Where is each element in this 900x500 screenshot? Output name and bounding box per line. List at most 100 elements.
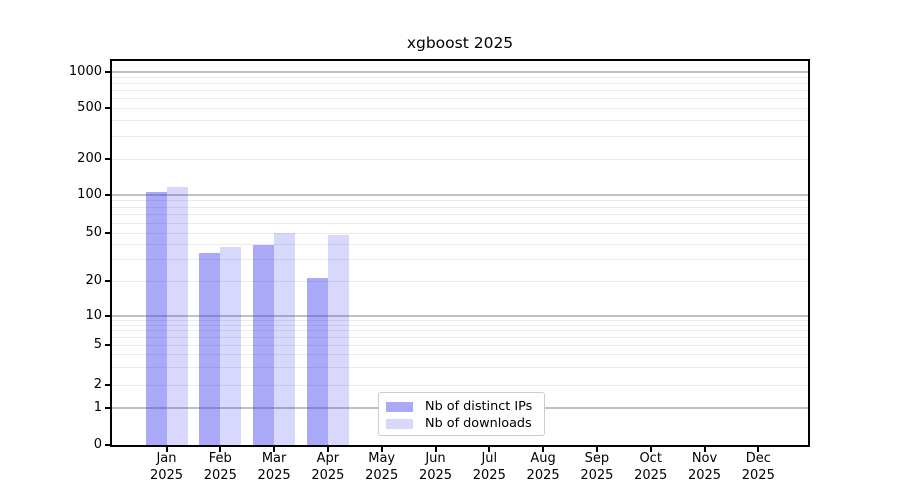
gridline-minor <box>112 206 808 208</box>
x-tick <box>703 447 706 452</box>
y-tick-label: 5 <box>93 337 102 352</box>
gridline-minor <box>112 354 808 356</box>
gridline-minor <box>112 77 808 78</box>
y-tick <box>105 158 110 160</box>
y-tick <box>105 280 110 282</box>
x-tick-label: Oct 2025 <box>619 451 683 484</box>
gridline-minor <box>112 214 808 216</box>
x-tick-label-year: 2025 <box>418 467 453 483</box>
x-tick-label-year: 2025 <box>687 467 722 483</box>
x-tick-label-month: May <box>368 451 396 466</box>
x-tick <box>219 447 222 452</box>
x-tick-label-year: 2025 <box>203 467 237 483</box>
y-tick-label: 2 <box>93 377 102 392</box>
gridline-major <box>112 315 808 317</box>
gridline-minor <box>112 384 808 386</box>
gridline-minor <box>112 330 808 332</box>
legend-item-downloads: Nb of downloads <box>386 416 538 432</box>
x-tick-label: Jan 2025 <box>135 451 199 484</box>
legend-label-downloads: Nb of downloads <box>425 416 532 431</box>
chart-title: xgboost 2025 <box>406 34 514 52</box>
gridline-minor <box>112 98 808 99</box>
x-tick-label: Feb 2025 <box>188 451 252 484</box>
legend-label-distinct-ips: Nb of distinct IPs <box>425 399 533 414</box>
y-tick-label: 500 <box>77 100 102 115</box>
x-tick-label-month: Jul <box>481 451 498 466</box>
gridline-minor <box>112 90 808 91</box>
x-tick-label-month: Apr <box>316 451 340 466</box>
y-tick-label: 20 <box>85 273 102 288</box>
y-tick-label: 50 <box>85 225 102 240</box>
x-tick-label: Apr 2025 <box>296 451 360 484</box>
x-tick-label-year: 2025 <box>741 467 775 483</box>
y-tick <box>105 315 110 317</box>
x-tick-label: Jun 2025 <box>404 451 468 484</box>
x-tick <box>434 447 437 452</box>
gridline-minor <box>112 336 808 338</box>
x-tick-label-month: Nov <box>691 451 718 466</box>
x-tick-label: Aug 2025 <box>511 451 575 484</box>
x-tick-label-month: Oct <box>639 451 662 466</box>
y-tick <box>105 71 110 73</box>
y-tick-label: 0 <box>93 437 102 452</box>
plot-area <box>110 59 810 447</box>
gridline-major <box>112 194 808 196</box>
y-tick <box>105 194 110 196</box>
x-tick <box>595 447 598 452</box>
gridline-minor <box>112 158 808 160</box>
gridline-minor <box>112 232 808 234</box>
x-tick-label-year: 2025 <box>365 467 399 483</box>
gridline-minor <box>112 244 808 246</box>
gridline-minor <box>112 344 808 346</box>
x-tick-label-month: Aug <box>530 451 556 466</box>
y-tick-label: 100 <box>77 187 102 202</box>
gridline-minor <box>112 319 808 321</box>
x-tick <box>326 447 329 452</box>
bar-downloads-apr <box>327 235 349 445</box>
x-tick-label: Sep 2025 <box>565 451 629 484</box>
gridline-minor <box>112 366 808 368</box>
y-tick <box>105 107 110 109</box>
legend-swatch-distinct-ips <box>386 402 413 412</box>
x-tick-label-year: 2025 <box>472 467 506 483</box>
x-tick <box>542 447 545 452</box>
y-tick-label: 10 <box>85 308 102 323</box>
x-tick-label-year: 2025 <box>580 467 614 483</box>
x-tick-label: Nov 2025 <box>673 451 737 484</box>
x-tick-label-year: 2025 <box>526 467 560 483</box>
bar-downloads-mar <box>274 233 296 445</box>
x-tick <box>165 447 168 452</box>
x-tick-label-year: 2025 <box>634 467 668 483</box>
y-tick <box>105 384 110 386</box>
x-tick-label-month: Mar <box>261 451 287 466</box>
x-tick-label-month: Feb <box>208 451 232 466</box>
x-tick-label: May 2025 <box>350 451 414 484</box>
gridline-minor <box>112 135 808 137</box>
legend-swatch-downloads <box>386 419 413 429</box>
x-tick-label-year: 2025 <box>311 467 345 483</box>
y-tick-label: 1000 <box>68 64 102 79</box>
y-tick-label: 1 <box>93 400 102 415</box>
y-tick <box>105 232 110 234</box>
bar-distinct-ips-apr <box>306 278 328 445</box>
x-tick <box>488 447 491 452</box>
x-tick <box>757 447 760 452</box>
x-tick-label-month: Sep <box>584 451 610 466</box>
gridline-minor <box>112 83 808 85</box>
y-tick <box>105 344 110 346</box>
x-tick-label-year: 2025 <box>149 467 184 483</box>
x-tick-label-month: Jun <box>425 451 446 466</box>
x-tick-label: Jul 2025 <box>457 451 521 484</box>
x-tick <box>273 447 276 452</box>
x-tick-label-month: Jan <box>156 451 177 466</box>
bar-distinct-ips-jan <box>145 191 167 445</box>
bar-downloads-feb <box>220 247 242 445</box>
x-tick-label-month: Dec <box>745 451 771 466</box>
gridline-minor <box>112 222 808 224</box>
bar-distinct-ips-feb <box>199 253 221 445</box>
grid-layer <box>112 61 808 445</box>
legend: Nb of distinct IPs Nb of downloads <box>378 392 545 436</box>
bars-layer <box>112 61 808 445</box>
gridline-minor <box>112 200 808 202</box>
